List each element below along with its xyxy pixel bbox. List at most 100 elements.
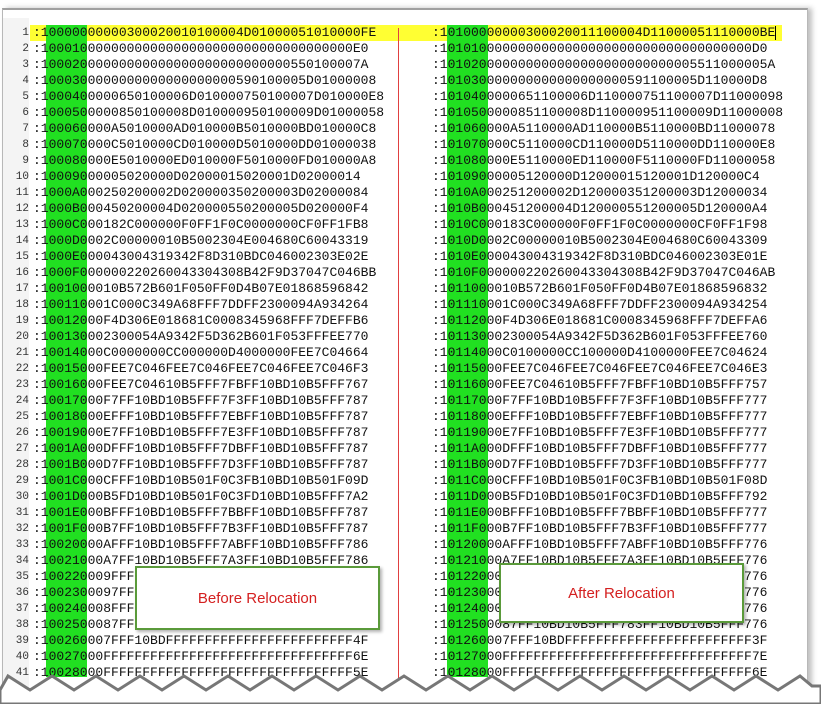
left-hex-line: :100080000E5010000ED010000F5010000FD0100… xyxy=(33,153,377,168)
left-hex-line: :10009000005020000D02000015020001D020000… xyxy=(33,169,361,184)
left-hex-line: :1000A000250200002D020000350200003D02000… xyxy=(33,185,369,200)
right-hex-line: :10115000FEE7C046FEE7C046FEE7C046FEE7C04… xyxy=(432,361,768,376)
pane-divider xyxy=(398,28,399,678)
right-hex-line: :10118000EFFF10BD10B5FFF7EBFF10BD10B5FFF… xyxy=(432,409,768,424)
left-hex-line: :10021000A7FF10BD10B5FFF7A3FF10BD10B5FFF… xyxy=(33,553,369,568)
line-number: 33 xyxy=(15,539,29,551)
left-hex-line: :1000F000000220260043304308B42F9D37047C0… xyxy=(33,265,377,280)
left-hex-line: :1000500000850100008D010000950100009D010… xyxy=(33,105,385,120)
line-number: 11 xyxy=(15,187,29,199)
line-number: 27 xyxy=(15,443,29,455)
left-hex-line: :100130002300054A9342F5D362B601F053FFFEE… xyxy=(33,329,369,344)
left-hex-line: :10014000C0000000CC000000D4000000FEE7C04… xyxy=(33,345,369,360)
right-hex-line: :1011000010B572B601F050FF0D4B07E01868596… xyxy=(432,281,768,296)
left-hex-line: :1000E000043004319342F8D310BDC046002303E… xyxy=(33,249,369,264)
line-number: 28 xyxy=(15,459,29,471)
left-hex-line: :100020000000000000000000000000005501000… xyxy=(33,57,369,72)
left-hex-line: :1000300000000000000000000590100005D0100… xyxy=(33,73,377,88)
right-hex-line: :101010000000000000000000000000000000000… xyxy=(432,41,768,56)
line-number: 9 xyxy=(22,155,29,167)
line-number: 2 xyxy=(22,43,29,55)
after-label: After Relocation xyxy=(499,563,744,623)
right-hex-line: :101260007FFF10BDFFFFFFFFFFFFFFFFFFFFFFF… xyxy=(432,633,768,648)
right-hex-line: :10119000E7FF10BD10B5FFF7E3FF10BD10B5FFF… xyxy=(432,425,768,440)
line-number: 31 xyxy=(15,507,29,519)
line-number: 4 xyxy=(22,75,29,87)
left-hex-line: :10015000FEE7C046FEE7C046FEE7C046FEE7C04… xyxy=(33,361,369,376)
line-number: 18 xyxy=(15,299,29,311)
left-hex-line: :100060000A5010000AD010000B5010000BD0100… xyxy=(33,121,377,136)
line-number: 1 xyxy=(22,27,29,39)
line-number: 25 xyxy=(15,411,29,423)
line-number: 26 xyxy=(15,427,29,439)
line-number: 35 xyxy=(15,571,29,583)
left-hex-line: :1001F000B7FF10BD10B5FFF7B3FF10BD10B5FFF… xyxy=(33,521,369,536)
line-number: 36 xyxy=(15,587,29,599)
line-number: 41 xyxy=(15,667,29,679)
left-hex-line: :10018000EFFF10BD10B5FFF7EBFF10BD10B5FFF… xyxy=(33,409,369,424)
right-hex-line: :10116000FEE7C04610B5FFF7FBFF10BD10B5FFF… xyxy=(432,377,768,392)
right-hex-line: :10127000FFFFFFFFFFFFFFFFFFFFFFFFFFFFFFF… xyxy=(432,649,768,664)
torn-bottom xyxy=(0,673,821,704)
right-hex-line: :1010B000451200004D120000551200005D12000… xyxy=(432,201,768,216)
right-hex-line: :1010A000251200002D120000351200003D12000… xyxy=(432,185,768,200)
right-hex-line: :1011C000CFFF10BD10B501F0C3FB10BD10B501F… xyxy=(432,473,768,488)
left-hex-line: :1000400000650100006D010000750100007D010… xyxy=(33,89,385,104)
right-hex-line: :1010400000651100006D110000751100007D110… xyxy=(432,89,784,104)
left-hex-line: :1001A000DFFF10BD10B5FFF7DBFF10BD10B5FFF… xyxy=(33,441,369,456)
right-hex-line: :10128000FFFFFFFFFFFFFFFFFFFFFFFFFFFFFFF… xyxy=(432,665,768,680)
right-hex-line: :101080000E5110000ED110000F5110000FD1100… xyxy=(432,153,776,168)
left-hex-line: :1000B000450200004D020000550200005D02000… xyxy=(33,201,369,216)
left-hex-line: :1000D0002C00000010B5002304E004680C60043… xyxy=(33,233,369,248)
left-hex-line: :1001D000B5FD10BD10B501F0C3FD10BD10B5FFF… xyxy=(33,489,369,504)
right-hex-line: :1010F000000220260043304308B42F9D37047C0… xyxy=(432,265,776,280)
right-hex-line: :10117000F7FF10BD10B5FFF7F3FF10BD10B5FFF… xyxy=(432,393,768,408)
right-hex-line: :1010500000851100008D110000951100009D110… xyxy=(432,105,784,120)
right-hex-line: :10120000AFFF10BD10B5FFF7ABFF10BD10B5FFF… xyxy=(432,537,768,552)
left-hex-line: :1000C000182C000000F0FF1F0C0000000CF0FF1… xyxy=(33,217,369,232)
right-hex-line: :101070000C5110000CD110000D5110000DD1100… xyxy=(432,137,776,152)
line-number: 40 xyxy=(15,651,29,663)
line-number: 30 xyxy=(15,491,29,503)
right-hex-line: :1011F000B7FF10BD10B5FFF7B3FF10BD10B5FFF… xyxy=(432,521,768,536)
right-hex-line: :10112000F4D306E018681C0008345968FFF7DEF… xyxy=(432,313,768,328)
line-number: 29 xyxy=(15,475,29,487)
line-number: 3 xyxy=(22,59,29,71)
right-hex-line: :1011B000D7FF10BD10B5FFF7D3FF10BD10B5FFF… xyxy=(432,457,768,472)
line-number: 24 xyxy=(15,395,29,407)
left-hex-line: :10028000FFFFFFFFFFFFFFFFFFFFFFFFFFFFFFF… xyxy=(33,665,369,680)
left-hex-line: :100260007FFF10BDFFFFFFFFFFFFFFFFFFFFFFF… xyxy=(33,633,369,648)
left-hex-line: :1001E000BFFF10BD10B5FFF7BBFF10BD10B5FFF… xyxy=(33,505,369,520)
left-hex-line: :1001B000D7FF10BD10B5FFF7D3FF10BD10B5FFF… xyxy=(33,457,369,472)
right-hex-line: :101130002300054A9342F5D362B601F053FFFEE… xyxy=(432,329,768,344)
line-number: 37 xyxy=(15,603,29,615)
line-gutter xyxy=(3,18,29,698)
left-hex-line: :10027000FFFFFFFFFFFFFFFFFFFFFFFFFFFFFFF… xyxy=(33,649,369,664)
left-hex-line: :10019000E7FF10BD10B5FFF7E3FF10BD10B5FFF… xyxy=(33,425,369,440)
column-highlight-left xyxy=(46,25,87,677)
left-hex-line: :10017000F7FF10BD10B5FFF7F3FF10BD10B5FFF… xyxy=(33,393,369,408)
line-number: 15 xyxy=(15,251,29,263)
right-hex-line: :10109000005120000D12000015120001D120000… xyxy=(432,169,760,184)
left-hex-line: :100010000000000000000000000000000000000… xyxy=(33,41,369,56)
line-number: 14 xyxy=(15,235,29,247)
line-number: 34 xyxy=(15,555,29,567)
line-number: 5 xyxy=(22,91,29,103)
line-number: 39 xyxy=(15,635,29,647)
right-hex-line: :1011E000BFFF10BD10B5FFF7BBFF10BD10B5FFF… xyxy=(432,505,768,520)
left-hex-line: :10000000000300020010100004D010000510100… xyxy=(33,25,377,40)
line-number: 7 xyxy=(22,123,29,135)
line-number: 8 xyxy=(22,139,29,151)
right-hex-line: :1011D000B5FD10BD10B501F0C3FD10BD10B5FFF… xyxy=(432,489,768,504)
line-number: 23 xyxy=(15,379,29,391)
left-hex-line: :100070000C5010000CD010000D5010000DD0100… xyxy=(33,137,377,152)
line-number: 10 xyxy=(15,171,29,183)
current-line-highlight xyxy=(30,25,782,41)
line-number: 21 xyxy=(15,347,29,359)
left-hex-line: :1001C000CFFF10BD10B501F0C3FB10BD10B501F… xyxy=(33,473,369,488)
right-hex-line: :1010D0002C00000010B5002304E004680C60043… xyxy=(432,233,768,248)
line-number: 16 xyxy=(15,267,29,279)
right-hex-line: :1011A000DFFF10BD10B5FFF7DBFF10BD10B5FFF… xyxy=(432,441,768,456)
